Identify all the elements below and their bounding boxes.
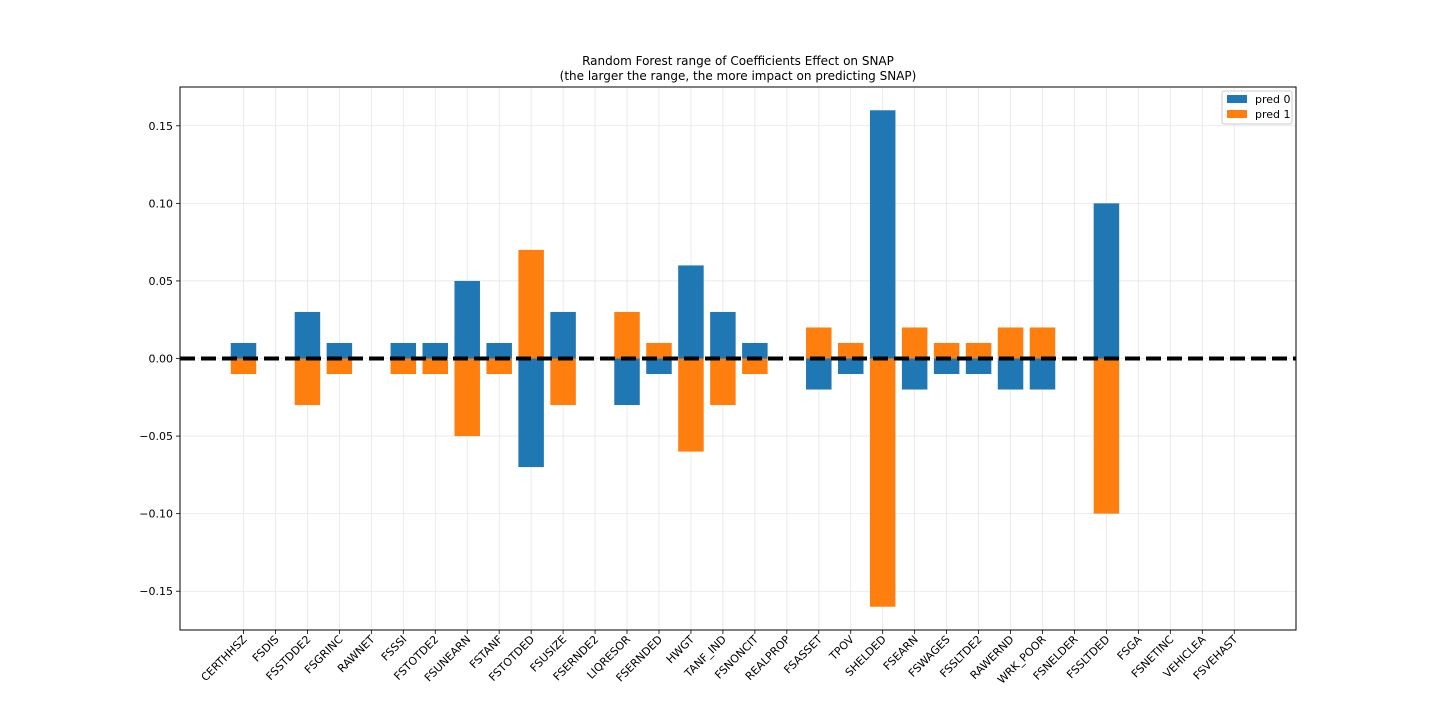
bar-pred-1-tpov (837, 342, 864, 359)
bar-pred-0-tpov (837, 358, 864, 375)
y-tick-label: −0.15 (139, 585, 173, 598)
bar-pred-1-fsernded (646, 342, 672, 359)
bar-pred-0-fsernded (646, 358, 672, 375)
bar-pred-0-fsstdde2 (294, 311, 321, 359)
chart-title: Random Forest range of Coefficients Effe… (582, 54, 894, 68)
bar-pred-1-fsgrinc (326, 358, 353, 375)
bar-pred-0-fsearn (901, 358, 928, 390)
bar-pred-0-fsnoncit (742, 342, 768, 359)
bar-pred-0-fsunearn (454, 280, 480, 359)
bar-pred-1-hwgt (678, 358, 704, 452)
bar-pred-0-fstotded (518, 358, 544, 468)
bar-pred-1-fsunearn (454, 358, 480, 437)
y-tick-label: 0.15 (149, 120, 174, 133)
bar-pred-1-shelded (869, 358, 896, 607)
y-axis: −0.15 −0.10 −0.05 0.00 0.05 0.10 0.15 (139, 120, 180, 598)
y-tick-label: 0.00 (149, 353, 174, 366)
legend: pred 0 pred 1 (1221, 90, 1293, 125)
bar-pred-0-fsssi (390, 342, 417, 359)
bar-pred-1-fsssi (390, 358, 417, 375)
bar-pred-0-tanf_ind (710, 311, 736, 359)
bar-pred-0-fsusize (550, 311, 576, 359)
bars (230, 110, 1120, 607)
y-tick-label: 0.05 (149, 275, 174, 288)
bar-pred-0-shelded (869, 110, 896, 359)
bar-pred-1-fsstdde2 (294, 358, 321, 406)
bar-pred-1-fsusize (550, 358, 576, 406)
bar-pred-1-certhhsz (230, 358, 257, 375)
bar-pred-1-fsasset (806, 327, 832, 359)
bar-pred-1-fswages (933, 342, 960, 359)
y-tick-label: −0.05 (139, 430, 173, 443)
bar-pred-0-rawernd (997, 358, 1024, 390)
bar-pred-1-fsearn (901, 327, 928, 359)
legend-label-pred-0: pred 0 (1255, 93, 1291, 106)
bar-pred-0-fswages (933, 358, 960, 375)
bar-pred-1-tanf_ind (710, 358, 736, 406)
bar-pred-1-fssltde2 (965, 342, 992, 359)
chart-subtitle: (the larger the range, the more impact o… (560, 69, 917, 83)
bar-pred-0-fsgrinc (326, 342, 353, 359)
bar-pred-1-fssltded (1093, 358, 1120, 514)
bar-pred-0-fstanf (486, 342, 512, 359)
y-tick-label: 0.10 (149, 197, 174, 210)
legend-label-pred-1: pred 1 (1255, 108, 1291, 121)
bar-pred-1-fstotded (518, 249, 544, 359)
bar-pred-1-fsnoncit (742, 358, 768, 375)
bar-pred-0-liqresor (614, 358, 640, 406)
bar-pred-0-wrk_poor (1029, 358, 1056, 390)
bar-pred-1-fstanf (486, 358, 512, 375)
bar-pred-0-certhhsz (230, 342, 257, 359)
y-tick-label: −0.10 (139, 508, 173, 521)
bar-pred-1-liqresor (614, 311, 640, 359)
legend-swatch-pred-0 (1227, 95, 1247, 103)
legend-swatch-pred-1 (1227, 110, 1247, 118)
bar-pred-0-fssltde2 (965, 358, 992, 375)
bar-pred-0-fsasset (806, 358, 832, 390)
bar-pred-0-hwgt (678, 265, 704, 359)
bar-pred-1-rawernd (997, 327, 1024, 359)
bar-pred-0-fstotde2 (422, 342, 449, 359)
bar-pred-1-fstotde2 (422, 358, 449, 375)
bar-pred-0-fssltded (1093, 203, 1120, 359)
bar-pred-1-wrk_poor (1029, 327, 1056, 359)
